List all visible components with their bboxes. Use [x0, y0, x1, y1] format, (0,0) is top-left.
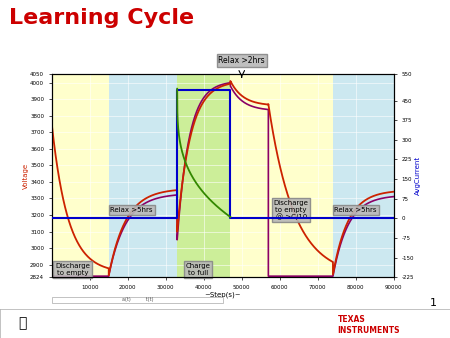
Text: Relax >2hrs: Relax >2hrs [218, 56, 265, 65]
Text: Relax >5hrs: Relax >5hrs [110, 207, 153, 213]
X-axis label: ~Step(s)~: ~Step(s)~ [204, 291, 241, 298]
Bar [230, 74, 268, 277]
Y-axis label: AvgCurrent: AvgCurrent [415, 156, 421, 195]
Y-axis label: Voltage: Voltage [22, 163, 29, 189]
Text: 🏆: 🏆 [18, 317, 27, 331]
Bar [177, 74, 230, 277]
Text: Learning Cycle: Learning Cycle [9, 8, 194, 28]
Bar [109, 74, 177, 277]
Text: Charge
to full: Charge to full [185, 263, 211, 276]
Text: Discharge
to empty: Discharge to empty [55, 263, 90, 276]
Text: Relax >5hrs: Relax >5hrs [334, 207, 377, 213]
Bar [268, 74, 333, 277]
Text: Discharge
to empty
@ >C/10: Discharge to empty @ >C/10 [274, 199, 309, 220]
Bar [52, 74, 109, 277]
Text: TEXAS
INSTRUMENTS: TEXAS INSTRUMENTS [338, 315, 400, 335]
FancyBboxPatch shape [52, 297, 223, 304]
Text: 1: 1 [429, 297, 436, 308]
Bar [333, 74, 394, 277]
Text: a(t)          t(t): a(t) t(t) [122, 297, 153, 303]
